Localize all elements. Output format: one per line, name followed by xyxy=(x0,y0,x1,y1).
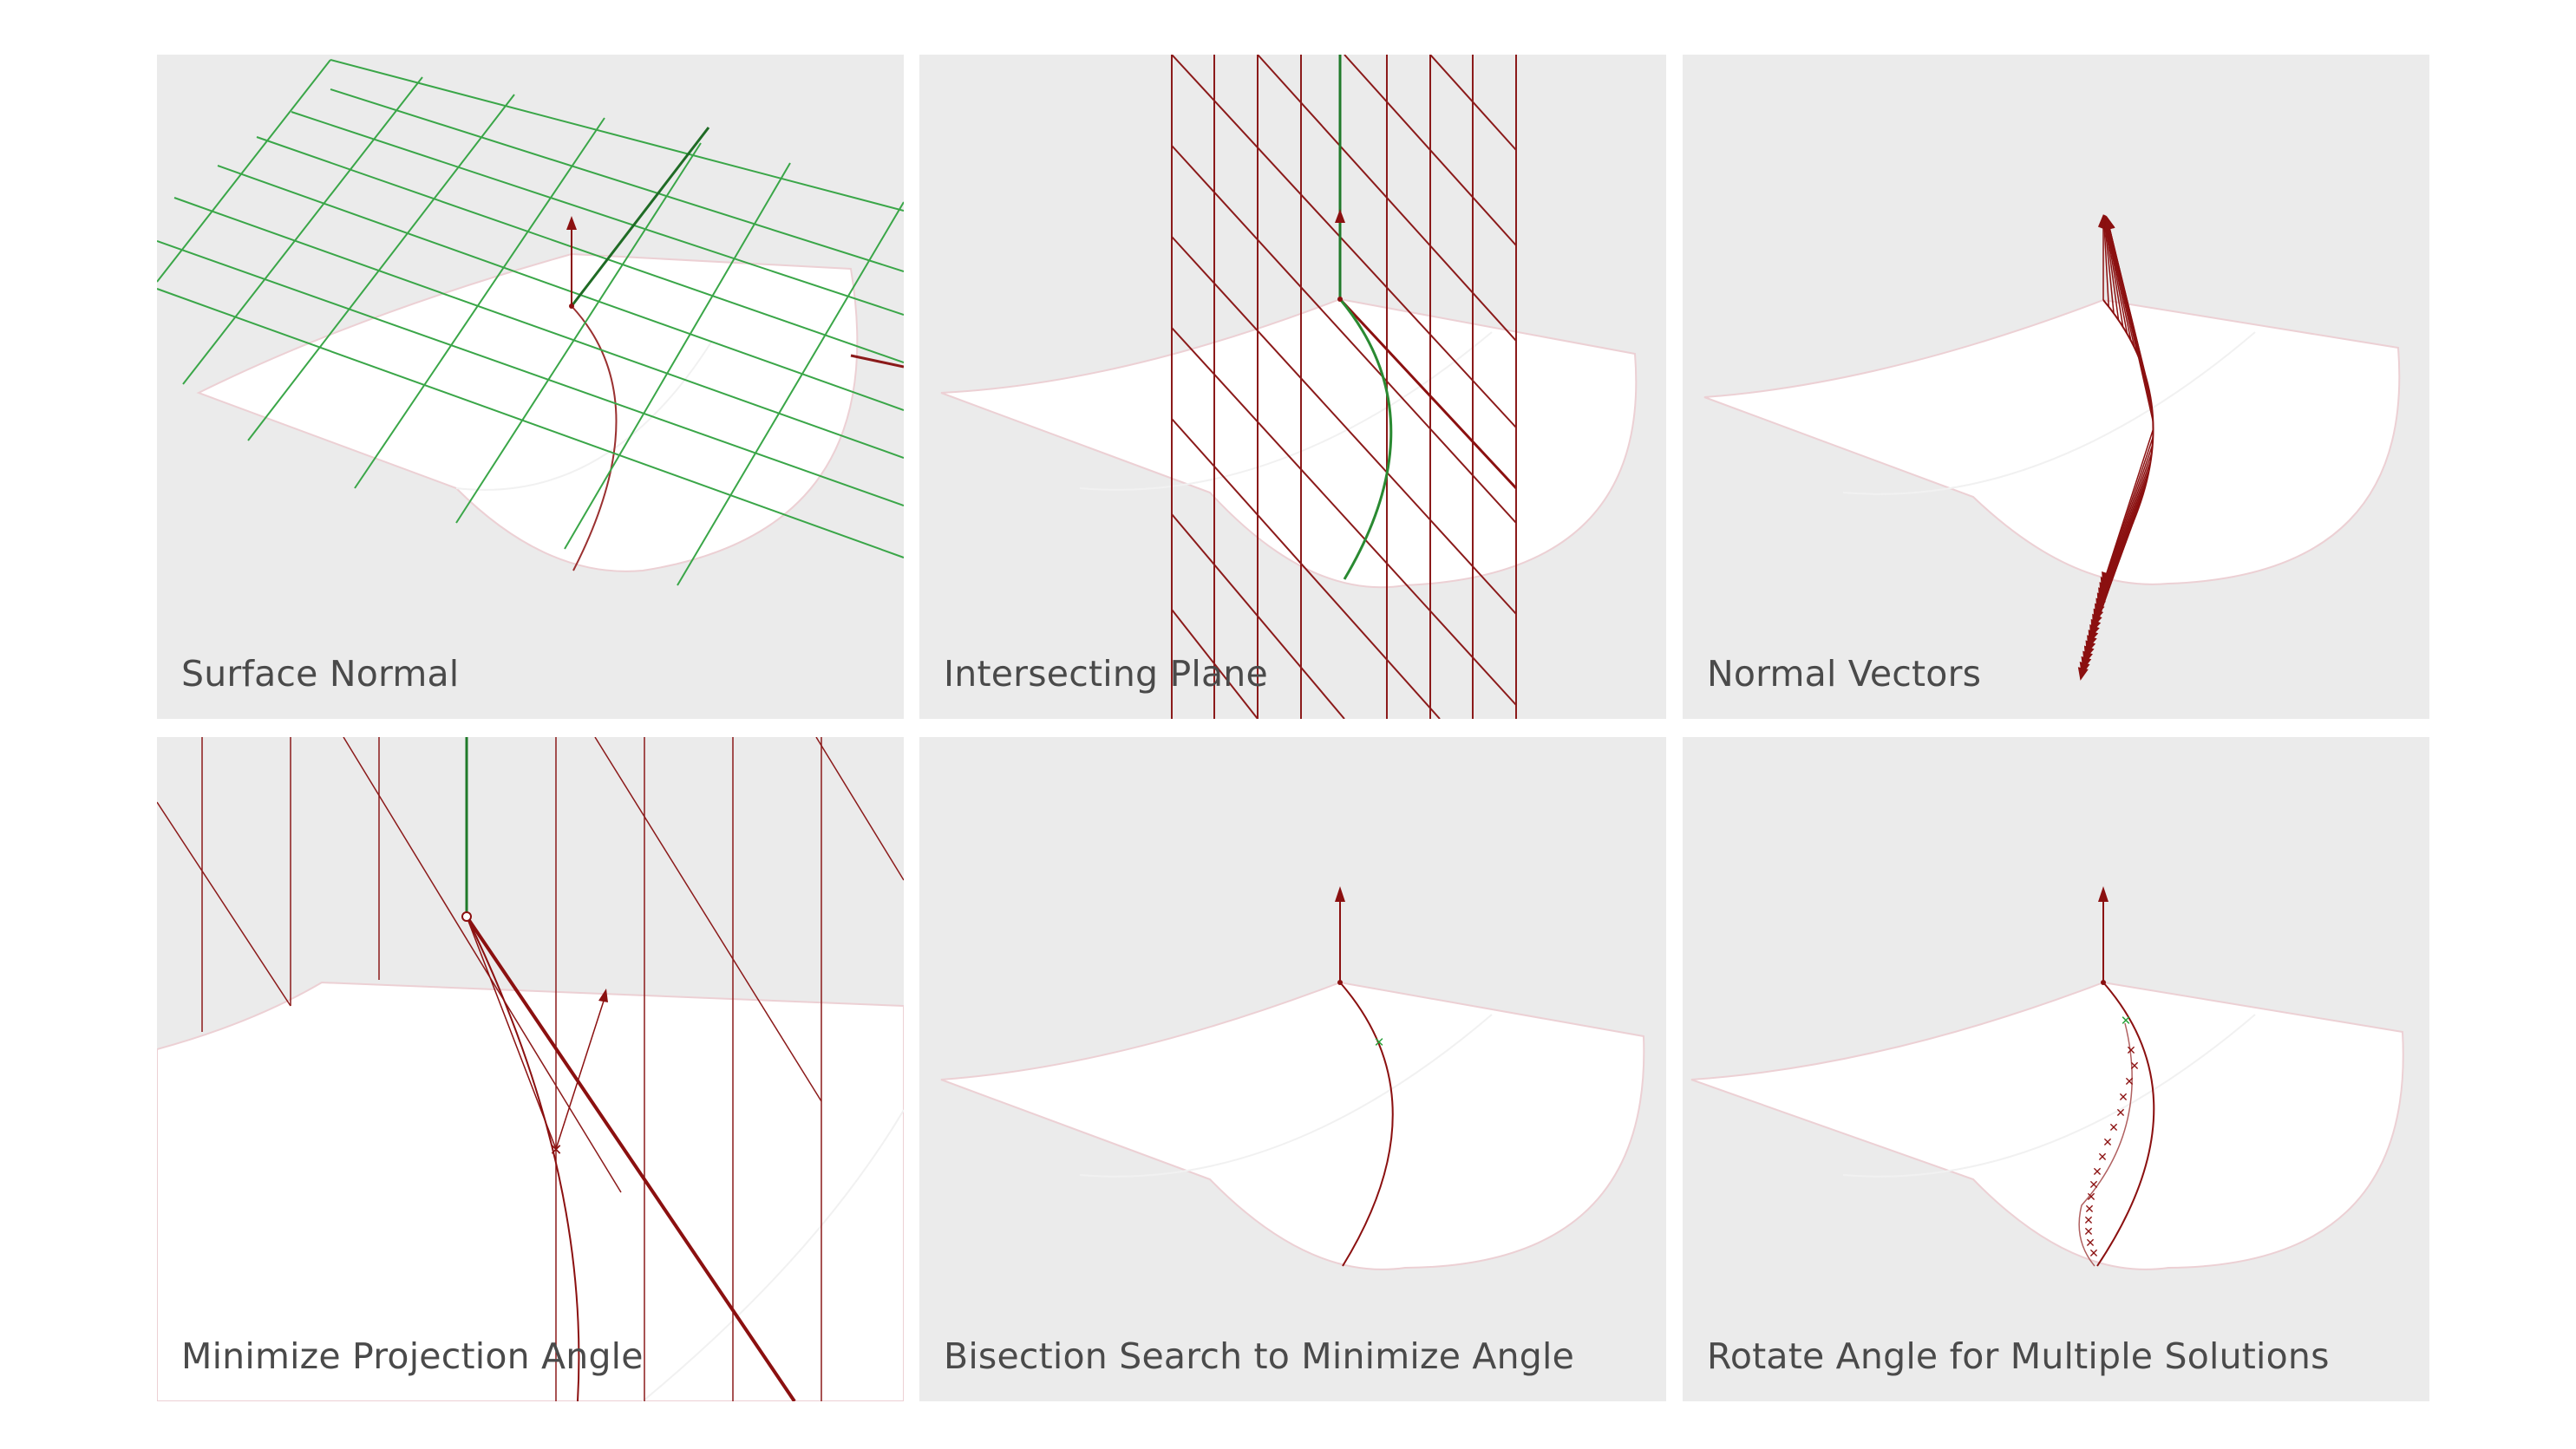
surface-point xyxy=(1337,297,1343,302)
candidate-point-marker: ✕ xyxy=(549,1141,562,1159)
panel-minimize-projection-angle: ✕ Minimize Projection Angle xyxy=(157,737,904,1401)
panel-rotate-angle: ✕ ✕ ✕ ✕ ✕ ✕ ✕ ✕ ✕ ✕ ✕ ✕ ✕ ✕ ✕ ✕ ✕ Rotate Angle for Mult… xyxy=(1683,737,2429,1401)
normal-arrowhead xyxy=(1335,209,1345,223)
projection-angle-diagram: ✕ xyxy=(157,737,904,1401)
best-solution-marker: ✕ xyxy=(2121,1013,2132,1028)
tangent-extension xyxy=(851,356,904,367)
panel-surface-normal: Surface Normal xyxy=(157,55,904,719)
normal-arrowhead xyxy=(1335,886,1345,902)
panel-caption: Intersecting Plane xyxy=(944,653,1268,695)
panel-caption: Bisection Search to Minimize Angle xyxy=(944,1335,1574,1377)
solution-marker: ✕ xyxy=(2102,1136,2113,1150)
solution-marker: ✕ xyxy=(2092,1165,2102,1179)
curved-surface xyxy=(1704,300,2399,584)
bisection-point-marker: ✕ xyxy=(1374,1035,1385,1050)
normal-arrowhead xyxy=(2079,668,2088,679)
surface-point xyxy=(2101,980,2106,985)
panel-caption: Minimize Projection Angle xyxy=(181,1335,644,1377)
normal-vectors-diagram xyxy=(1683,55,2429,719)
normal-arrowhead xyxy=(566,216,577,230)
solution-marker: ✕ xyxy=(2126,1044,2136,1058)
rotate-angle-diagram: ✕✕✕✕✕✕✕✕✕✕✕✕✕✕✕✕ ✕ xyxy=(1683,737,2429,1401)
surface-normal-diagram xyxy=(157,55,904,719)
panel-bisection-search: ✕ Bisection Search to Minimize Angle xyxy=(919,737,1666,1401)
panel-caption: Rotate Angle for Multiple Solutions xyxy=(1707,1335,2330,1377)
panel-intersecting-plane: Intersecting Plane xyxy=(919,55,1666,719)
curved-surface xyxy=(941,299,1636,587)
solution-marker: ✕ xyxy=(2109,1121,2119,1135)
solution-marker: ✕ xyxy=(2129,1060,2140,1074)
bisection-search-diagram: ✕ xyxy=(919,737,1666,1401)
panel-caption: Normal Vectors xyxy=(1707,653,1981,695)
surface-point xyxy=(462,912,471,921)
solution-marker: ✕ xyxy=(2089,1247,2099,1261)
curved-surface xyxy=(1691,982,2403,1270)
surface-point xyxy=(569,304,574,309)
surface-point xyxy=(1337,980,1343,985)
normal-arrowhead xyxy=(2098,886,2109,902)
normal-vector xyxy=(2081,579,2103,679)
intersecting-plane-diagram xyxy=(919,55,1666,719)
panel-caption: Surface Normal xyxy=(181,653,459,695)
curved-surface xyxy=(941,982,1644,1270)
solution-marker: ✕ xyxy=(2115,1106,2126,1120)
solution-marker: ✕ xyxy=(2118,1091,2128,1105)
solution-marker: ✕ xyxy=(2097,1151,2108,1165)
normal-arrowhead xyxy=(2105,219,2114,230)
solution-marker: ✕ xyxy=(2124,1075,2135,1089)
panel-normal-vectors: Normal Vectors xyxy=(1683,55,2429,719)
